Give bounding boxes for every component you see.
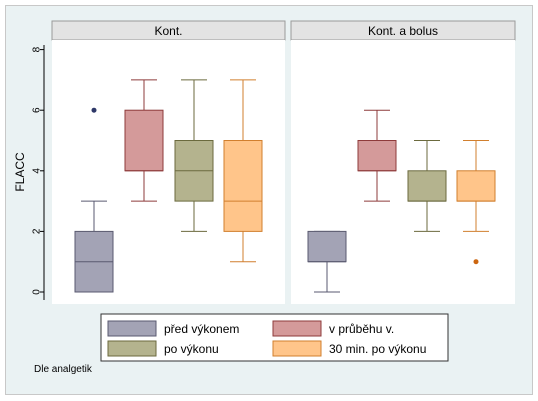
legend-swatch (272, 320, 322, 337)
y-tick-label: 4 (32, 168, 43, 174)
y-tick-label: 6 (32, 107, 43, 113)
y-tick-label: 2 (32, 228, 43, 234)
legend-swatch (107, 340, 157, 357)
outlier-point (473, 259, 479, 265)
legend-swatch (272, 340, 322, 357)
legend-swatch (107, 320, 157, 337)
box (124, 109, 164, 172)
y-tick-label: 8 (32, 46, 43, 52)
legend-label: 30 min. po výkonu (329, 342, 426, 356)
box (357, 140, 397, 172)
box (407, 170, 447, 202)
panel-title: Kont. (154, 24, 182, 38)
y-tick-label: 0 (32, 289, 43, 295)
legend-label: před výkonem (164, 322, 239, 336)
box (307, 230, 347, 263)
box (223, 140, 263, 232)
chart-note: Dle analgetik (34, 364, 92, 375)
box (456, 170, 496, 202)
legend-label: po výkonu (164, 342, 219, 356)
panel-title: Kont. a bolus (368, 24, 438, 38)
legend-label: v průběhu v. (329, 322, 394, 336)
outlier-point (91, 107, 97, 113)
y-axis-label: FLACC (13, 152, 27, 192)
